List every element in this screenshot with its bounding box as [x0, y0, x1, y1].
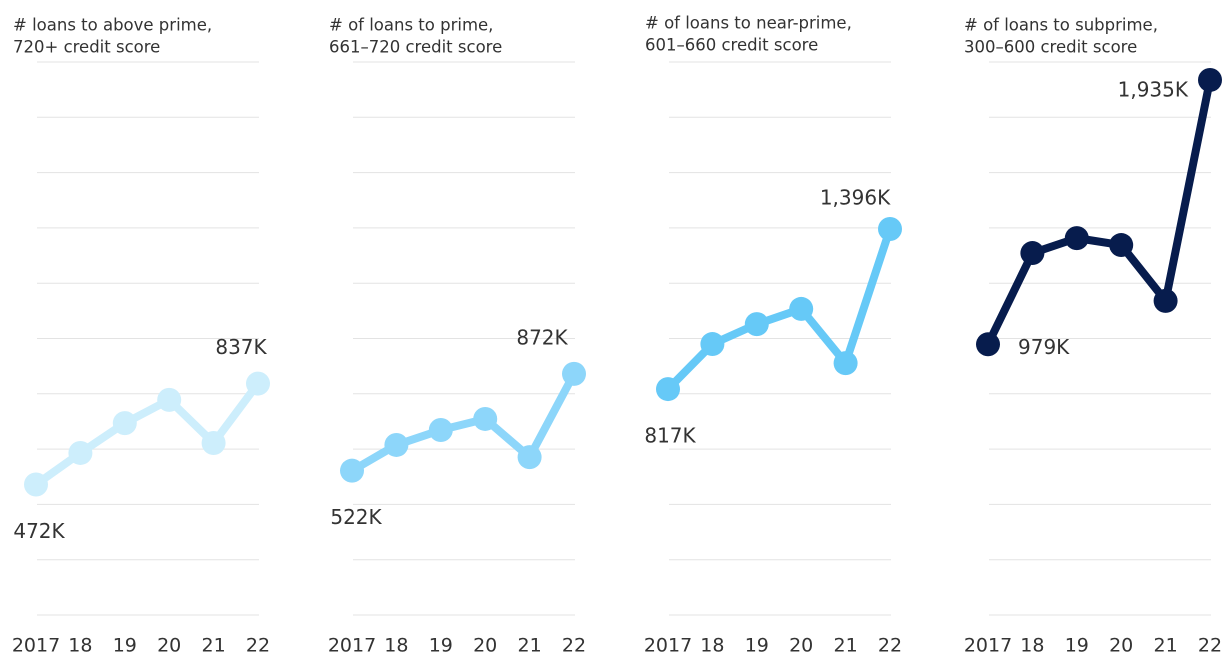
x-tick-label: 21	[518, 635, 542, 656]
point	[1198, 67, 1222, 92]
panel-title: # of loans to subprime,	[964, 16, 1158, 35]
value-label: 472K	[13, 519, 65, 543]
point	[384, 432, 409, 457]
point	[1064, 226, 1089, 251]
x-tick-label: 2017	[328, 635, 376, 656]
x-tick-label: 2017	[964, 635, 1012, 656]
point	[157, 387, 182, 412]
point	[744, 312, 769, 337]
value-label: 1,396K	[820, 186, 891, 210]
x-tick-label: 18	[384, 635, 408, 656]
x-tick-label: 20	[157, 635, 181, 656]
x-tick-label: 2017	[644, 635, 692, 656]
point	[1109, 233, 1134, 258]
panel-title: 601–660 credit score	[645, 36, 818, 55]
x-tick-label: 22	[246, 635, 270, 656]
x-tick-label: 18	[1020, 635, 1044, 656]
x-tick-label: 22	[1198, 635, 1222, 656]
line	[984, 79, 1214, 347]
value-label: 837K	[215, 335, 267, 359]
value-label: 817K	[644, 424, 696, 448]
panel-title: 300–600 credit score	[964, 38, 1137, 57]
line	[33, 381, 262, 488]
point	[833, 351, 858, 376]
x-tick-label: 22	[562, 635, 586, 656]
x-tick-label: 21	[834, 635, 858, 656]
x-tick-label: 20	[473, 635, 497, 656]
point	[68, 440, 93, 465]
x-tick-label: 19	[429, 635, 453, 656]
panel-title: 661–720 credit score	[329, 38, 502, 57]
x-tick-label: 19	[1065, 635, 1089, 656]
x-tick-label: 20	[1109, 635, 1133, 656]
x-tick-label: 22	[878, 635, 902, 656]
point	[562, 361, 586, 386]
point	[1153, 288, 1178, 313]
panel-title: # loans to above prime,	[13, 16, 212, 35]
x-tick-label: 18	[68, 635, 92, 656]
point	[1020, 241, 1045, 266]
point	[517, 445, 542, 470]
panel-title: # of loans to prime,	[329, 16, 493, 35]
x-tick-label: 2017	[12, 635, 60, 656]
point	[24, 472, 48, 497]
point	[789, 296, 814, 321]
panel-title: 720+ credit score	[13, 38, 160, 57]
value-label: 979K	[1018, 335, 1070, 359]
x-tick-label: 21	[202, 635, 226, 656]
point	[473, 406, 498, 431]
value-label: 1,935K	[1118, 77, 1189, 101]
x-tick-label: 20	[789, 635, 813, 656]
point	[340, 458, 364, 483]
point	[112, 411, 137, 436]
x-tick-label: 19	[113, 635, 137, 656]
value-label: 872K	[516, 325, 568, 349]
panel-title: # of loans to near-prime,	[645, 14, 852, 33]
point	[656, 377, 680, 402]
point	[878, 217, 902, 242]
value-label: 522K	[330, 505, 382, 529]
point	[246, 371, 270, 396]
point	[201, 431, 226, 456]
point	[428, 418, 453, 443]
x-tick-label: 18	[700, 635, 724, 656]
x-tick-label: 19	[745, 635, 769, 656]
point	[700, 332, 725, 357]
point	[976, 332, 1000, 357]
x-tick-label: 21	[1154, 635, 1178, 656]
